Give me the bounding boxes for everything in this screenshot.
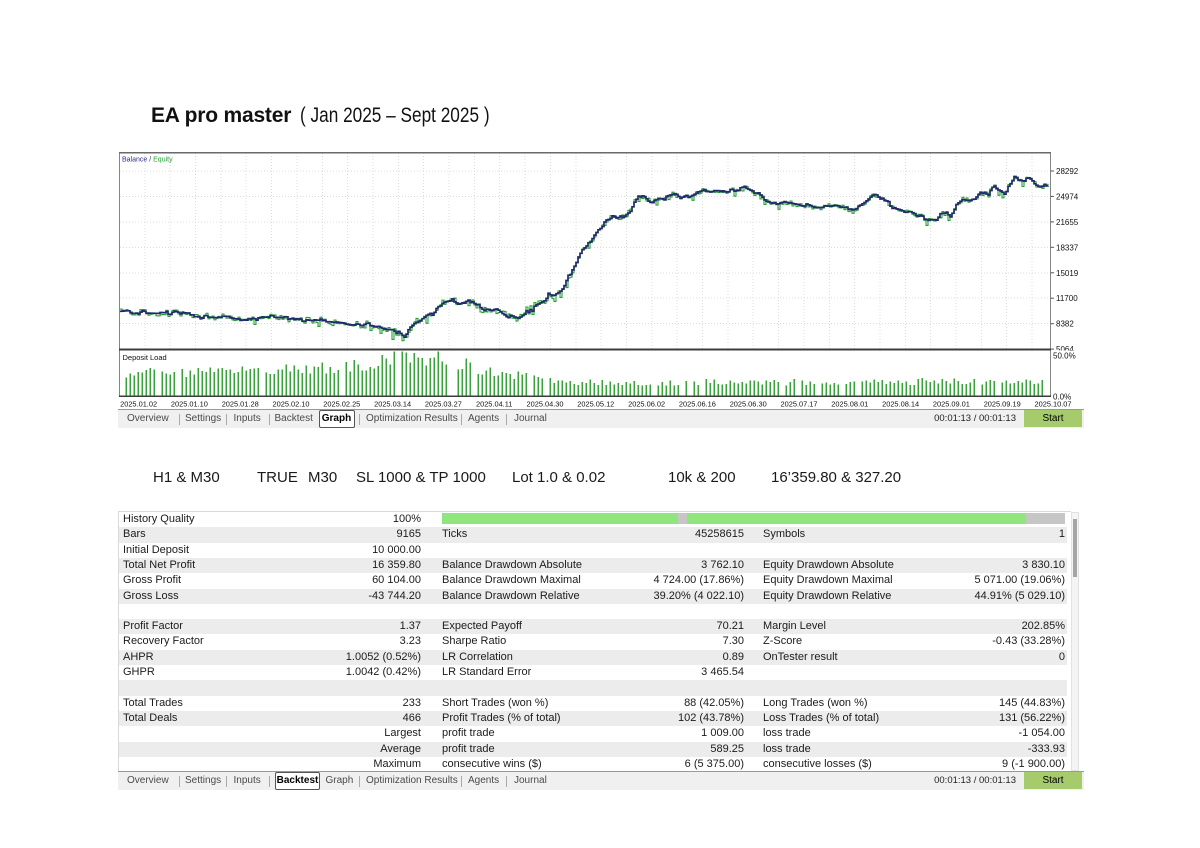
svg-text:11700: 11700 [1056, 294, 1078, 303]
svg-text:2025.06.02: 2025.06.02 [628, 400, 665, 409]
svg-text:2025.01.28: 2025.01.28 [222, 400, 259, 409]
svg-text:50.0%: 50.0% [1053, 352, 1076, 361]
svg-text:Balance / Equity: Balance / Equity [122, 157, 173, 164]
svg-text:2025.04.11: 2025.04.11 [476, 400, 512, 409]
svg-text:2025.01.02: 2025.01.02 [120, 400, 157, 409]
svg-text:2025.02.25: 2025.02.25 [323, 400, 360, 409]
svg-text:2025.07.17: 2025.07.17 [781, 400, 818, 409]
svg-text:2025.05.12: 2025.05.12 [577, 400, 614, 409]
svg-text:2025.06.16: 2025.06.16 [679, 400, 716, 409]
svg-text:15019: 15019 [1056, 269, 1079, 278]
svg-text:2025.03.14: 2025.03.14 [374, 400, 411, 409]
svg-text:2025.03.27: 2025.03.27 [425, 400, 462, 409]
svg-text:8382: 8382 [1056, 320, 1074, 329]
svg-text:18337: 18337 [1056, 243, 1079, 252]
svg-text:2025.08.01: 2025.08.01 [831, 400, 868, 409]
svg-text:2025.09.19: 2025.09.19 [984, 400, 1021, 409]
svg-text:21655: 21655 [1056, 218, 1079, 227]
svg-text:2025.10.07: 2025.10.07 [1035, 400, 1072, 409]
svg-text:24974: 24974 [1056, 192, 1079, 201]
svg-text:5064: 5064 [1056, 345, 1074, 354]
svg-text:0.0%: 0.0% [1053, 392, 1071, 401]
svg-text:2025.09.01: 2025.09.01 [933, 400, 970, 409]
svg-text:Deposit Load: Deposit Load [123, 353, 167, 362]
svg-text:2025.01.10: 2025.01.10 [171, 400, 208, 409]
svg-text:2025.04.30: 2025.04.30 [527, 400, 564, 409]
svg-text:2025.08.14: 2025.08.14 [882, 400, 919, 409]
svg-text:2025.06.30: 2025.06.30 [730, 400, 767, 409]
svg-text:2025.02.10: 2025.02.10 [273, 400, 310, 409]
svg-text:28292: 28292 [1056, 167, 1079, 176]
